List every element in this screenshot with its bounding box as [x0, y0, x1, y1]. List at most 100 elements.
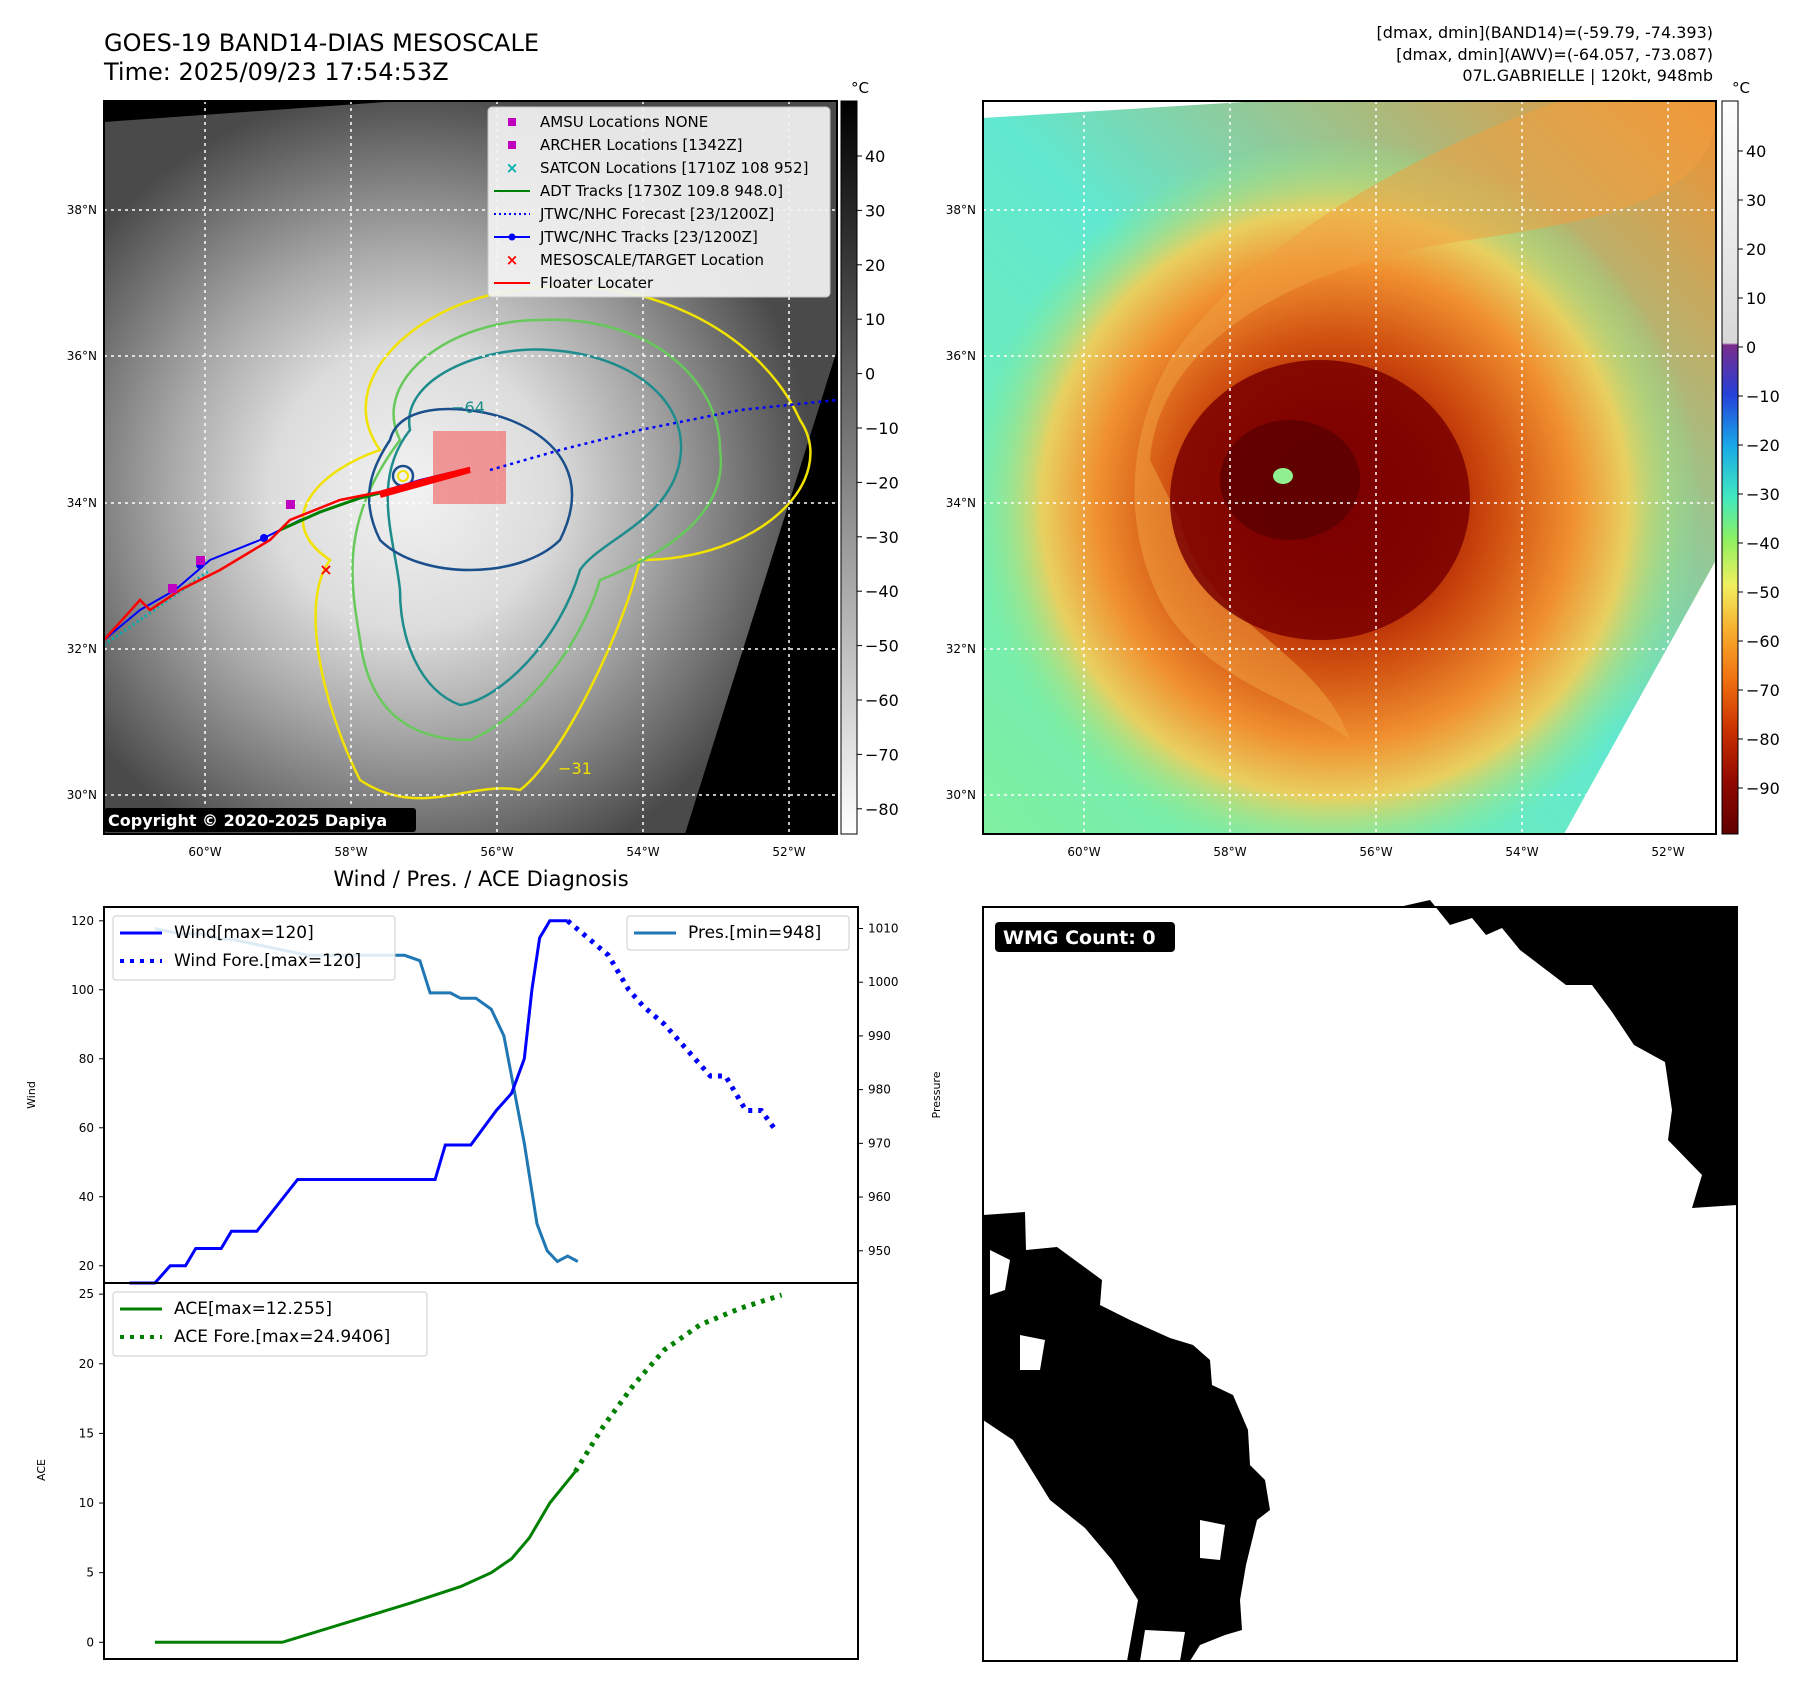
cbar-left-label: −60 — [865, 691, 899, 710]
pres-legend-label: Pres.[min=948] — [688, 923, 821, 943]
contour-label: −64 — [451, 398, 485, 417]
cbar-left-label: 40 — [865, 147, 885, 166]
legend-marker: × — [506, 159, 519, 177]
legend-label: SATCON Locations [1710Z 108 952] — [540, 159, 808, 177]
color-map-frame — [982, 100, 1717, 835]
cbar-right-label: 20 — [1746, 240, 1766, 259]
svg-text:×: × — [319, 560, 332, 579]
legend-marker — [508, 141, 516, 149]
wind-legend-box — [112, 915, 396, 981]
lon-tick-right: 56°W — [1359, 845, 1392, 859]
cbar-right-label: 0 — [1746, 338, 1756, 357]
cbar-left-label: −10 — [865, 419, 899, 438]
pres-ytick-label: 970 — [868, 1136, 891, 1150]
ace-ytick-label: 20 — [79, 1357, 94, 1371]
copyright-text: Copyright © 2020-2025 Dapiya — [108, 811, 387, 830]
cbar-left-label: −70 — [865, 745, 899, 764]
legend-label: JTWC/NHC Forecast [23/1200Z] — [539, 205, 774, 223]
cbar-left-label: −30 — [865, 528, 899, 547]
cbar-right-label: −90 — [1746, 779, 1780, 798]
lat-tick-right: 34°N — [946, 496, 976, 510]
figure-time: Time: 2025/09/23 17:54:53Z — [103, 58, 449, 86]
wmg-panel: WMG Count: 0 — [982, 900, 1738, 1662]
grey-colorbar — [840, 100, 858, 835]
pres-ytick-label: 980 — [868, 1083, 891, 1097]
wind-ytick-label: 20 — [79, 1259, 94, 1273]
lat-tick-left: 34°N — [67, 496, 97, 510]
color-map-panel — [983, 101, 1716, 834]
stats-band14: [dmax, dmin](BAND14)=(-59.79, -74.393) — [1377, 23, 1713, 42]
wind-line — [129, 919, 568, 1285]
ace-ylabel: ACE — [35, 1459, 48, 1481]
lon-tick-right: 58°W — [1213, 845, 1246, 859]
wind-ytick-label: 100 — [71, 983, 94, 997]
pres-legend-box — [626, 915, 850, 951]
cbar-right-label: −10 — [1746, 387, 1780, 406]
pres-ytick-label: 1000 — [868, 975, 899, 989]
ace-ytick-label: 10 — [79, 1496, 94, 1510]
lat-tick-left: 36°N — [67, 349, 97, 363]
lon-tick-right: 52°W — [1651, 845, 1684, 859]
cbar-left-label: −80 — [865, 800, 899, 819]
legend-label: MESOSCALE/TARGET Location — [540, 251, 764, 269]
cbar-right-label: −60 — [1746, 632, 1780, 651]
lat-tick-left: 38°N — [67, 203, 97, 217]
lon-tick-left: 58°W — [334, 845, 367, 859]
diagnosis-title: Wind / Pres. / ACE Diagnosis — [333, 867, 628, 891]
color-colorbar — [1721, 100, 1739, 835]
ace-forecast-line — [573, 1292, 783, 1473]
map-legend: AMSU Locations NONE ARCHER Locations [134… — [487, 106, 831, 298]
contour-label: −31 — [558, 759, 592, 778]
cbar-left-label: 10 — [865, 310, 885, 329]
wind-ytick-label: 60 — [79, 1121, 94, 1135]
ace-ytick-label: 15 — [79, 1426, 94, 1440]
cbar-left-label: 0 — [865, 365, 875, 384]
colorbar-right-unit: °C — [1732, 79, 1750, 97]
cbar-left-label: 30 — [865, 201, 885, 220]
cbar-left-label: −20 — [865, 473, 899, 492]
legend-marker-dot — [508, 233, 516, 241]
cbar-right-label: −50 — [1746, 583, 1780, 602]
wind-forecast-line — [565, 918, 776, 1130]
lat-tick-right: 32°N — [946, 642, 976, 656]
ace-ytick-label: 5 — [86, 1566, 94, 1580]
lat-tick-right: 38°N — [946, 203, 976, 217]
cbar-left-label: −40 — [865, 582, 899, 601]
pres-ytick-label: 950 — [868, 1244, 891, 1258]
wind-ytick-label: 80 — [79, 1052, 94, 1066]
pres-ytick-label: 960 — [868, 1190, 891, 1204]
wind-ylabel: Wind — [25, 1081, 38, 1109]
colorbar-left-unit: °C — [851, 79, 869, 97]
copyright-badge: Copyright © 2020-2025 Dapiya — [104, 808, 416, 832]
lat-tick-right: 36°N — [946, 349, 976, 363]
stats-awv: [dmax, dmin](AWV)=(-64.057, -73.087) — [1396, 45, 1713, 64]
cbar-left-label: 20 — [865, 256, 885, 275]
ace-frame — [103, 1282, 859, 1660]
cbar-right-label: −80 — [1746, 730, 1780, 749]
legend-label: Floater Locater — [540, 274, 654, 292]
cbar-right-label: 40 — [1746, 142, 1766, 161]
legend-label: ARCHER Locations [1342Z] — [540, 136, 743, 154]
lon-tick-left: 54°W — [626, 845, 659, 859]
cbar-right-label: 10 — [1746, 289, 1766, 308]
lon-tick-left: 52°W — [772, 845, 805, 859]
storm-info: 07L.GABRIELLE | 120kt, 948mb — [1462, 66, 1713, 85]
lon-tick-right: 54°W — [1505, 845, 1538, 859]
lon-tick-left: 60°W — [188, 845, 221, 859]
wind-legend-label: Wind[max=120] — [174, 923, 314, 943]
lat-tick-right: 30°N — [946, 788, 976, 802]
ace-line — [154, 1470, 577, 1644]
ace-legend-box — [112, 1291, 428, 1357]
wind-ytick-label: 120 — [71, 914, 94, 928]
legend-label: JTWC/NHC Tracks [23/1200Z] — [539, 228, 758, 246]
cbar-right-label: −40 — [1746, 534, 1780, 553]
lat-tick-left: 30°N — [67, 788, 97, 802]
lat-tick-left: 32°N — [67, 642, 97, 656]
figure-title: GOES-19 BAND14-DIAS MESOSCALE — [104, 29, 539, 57]
legend-marker: × — [506, 251, 519, 269]
lon-tick-right: 60°W — [1067, 845, 1100, 859]
cbar-right-label: −70 — [1746, 681, 1780, 700]
legend-label: ADT Tracks [1730Z 109.8 948.0] — [540, 182, 783, 200]
pres-ytick-label: 1010 — [868, 921, 899, 935]
